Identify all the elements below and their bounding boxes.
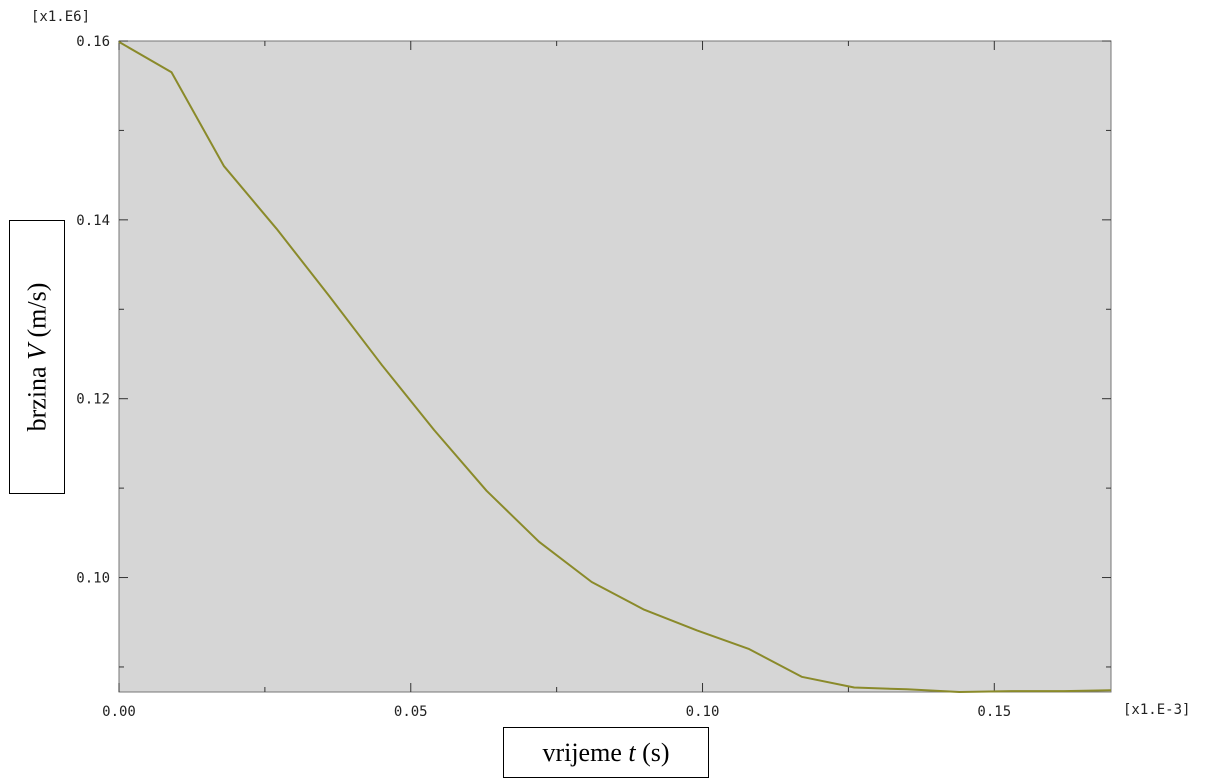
y-axis-multiplier: [x1.E6]	[31, 9, 90, 25]
x-tick-label: 0.10	[686, 704, 720, 720]
x-axis-label-prefix: vrijeme	[542, 737, 629, 767]
y-axis-label-prefix: brzina	[22, 359, 51, 432]
x-tick-label: 0.15	[977, 704, 1011, 720]
y-tick-label: 0.16	[76, 34, 110, 50]
x-axis-multiplier: [x1.E-3]	[1123, 702, 1190, 718]
series-line-0	[118, 41, 1112, 693]
y-tick-label: 0.14	[76, 213, 110, 229]
x-tick-label: 0.05	[394, 704, 428, 720]
y-axis-label-suffix: (m/s)	[22, 282, 51, 345]
y-axis-label: brzina V (m/s)	[9, 220, 65, 494]
x-axis-label-variable: t	[628, 737, 636, 767]
series-layer	[118, 41, 1112, 693]
y-axis-label-variable: V	[22, 344, 51, 360]
ticks-layer	[118, 40, 1111, 692]
y-tick-label: 0.12	[76, 392, 110, 408]
x-axis-label: vrijeme t (s)	[503, 727, 709, 778]
x-axis-label-suffix: (s)	[635, 737, 670, 767]
x-tick-label: 0.00	[102, 704, 136, 720]
y-tick-label: 0.10	[76, 571, 110, 587]
tick-labels-layer: 0.00 0.05 0.10 0.15 0.10 0.12 0.14 0.16	[76, 34, 1011, 720]
plot-area	[118, 40, 1112, 693]
